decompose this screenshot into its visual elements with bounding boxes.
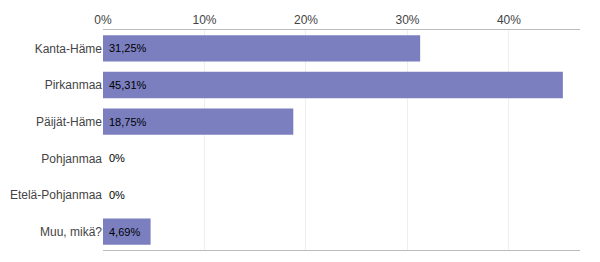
svg-text:Pohjanmaa: Pohjanmaa (41, 152, 102, 166)
svg-text:Päijät-Häme: Päijät-Häme (36, 115, 102, 129)
svg-text:31,25%: 31,25% (109, 42, 147, 54)
svg-text:Kanta-Häme: Kanta-Häme (35, 42, 103, 56)
svg-text:0%: 0% (109, 189, 125, 201)
svg-text:4,69%: 4,69% (109, 226, 140, 238)
svg-text:40%: 40% (497, 13, 521, 27)
svg-text:Etelä-Pohjanmaa: Etelä-Pohjanmaa (10, 188, 102, 202)
svg-text:Pirkanmaa: Pirkanmaa (45, 78, 103, 92)
svg-text:0%: 0% (94, 13, 112, 27)
svg-text:30%: 30% (395, 13, 419, 27)
svg-text:18,75%: 18,75% (109, 116, 147, 128)
svg-text:45,31%: 45,31% (109, 79, 147, 91)
svg-text:20%: 20% (294, 13, 318, 27)
svg-text:0%: 0% (109, 152, 125, 164)
svg-text:10%: 10% (192, 13, 216, 27)
svg-text:Muu, mikä?: Muu, mikä? (40, 225, 102, 239)
